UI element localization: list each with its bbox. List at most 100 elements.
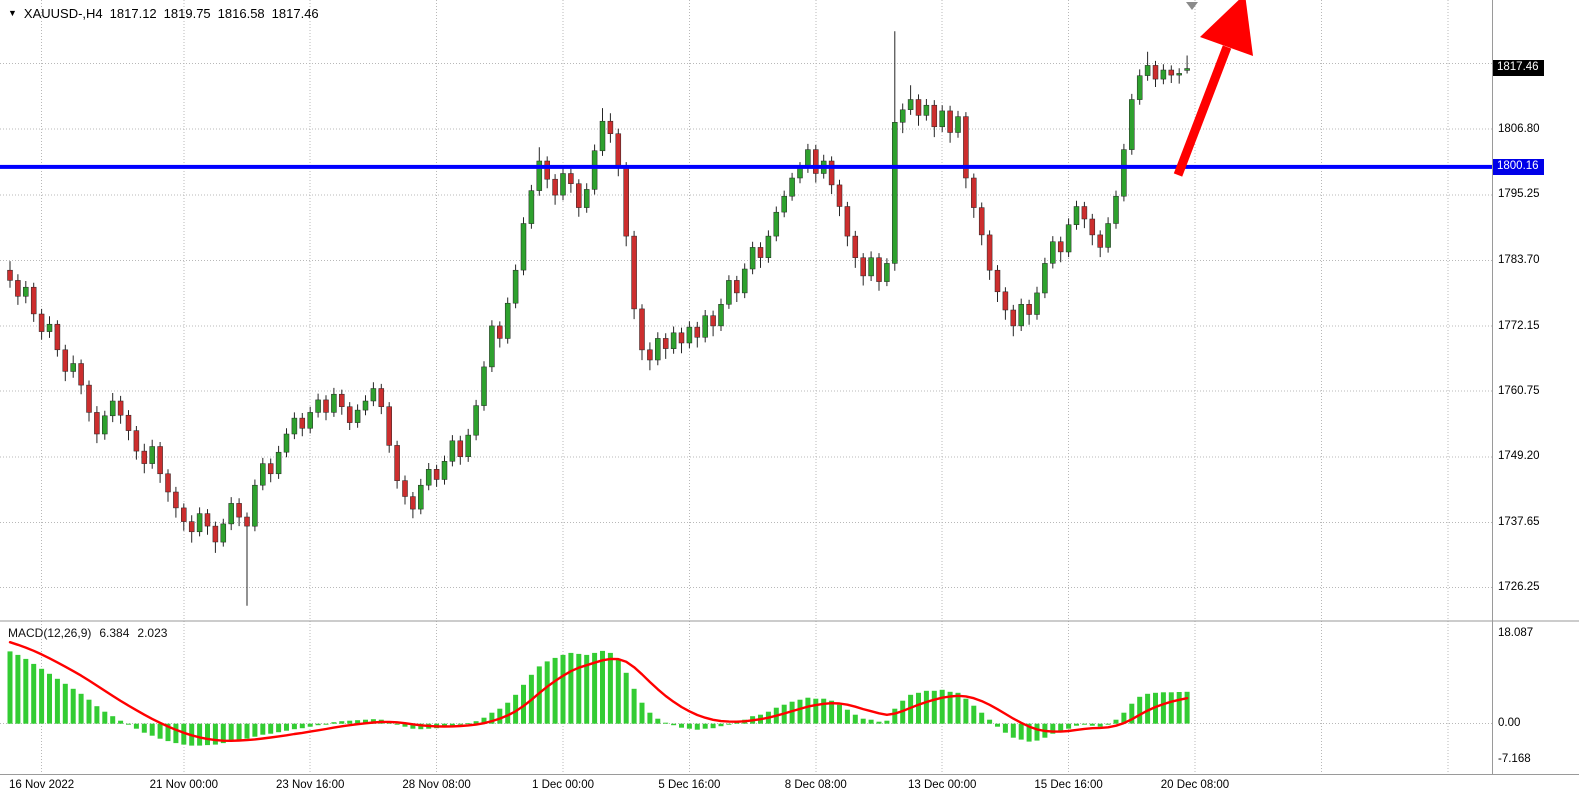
macd-histogram-bar <box>1074 723 1079 726</box>
macd-histogram-bar <box>592 652 598 724</box>
candle <box>1034 292 1040 315</box>
macd-histogram-bar <box>860 718 866 724</box>
macd-histogram-bar <box>1018 723 1024 740</box>
candle <box>647 349 653 361</box>
macd-histogram-bar <box>600 650 605 724</box>
macd-histogram-bar <box>1034 723 1040 741</box>
macd-histogram-bar <box>47 673 52 724</box>
macd-histogram-bar <box>291 723 297 730</box>
macd-histogram-bar <box>181 723 187 745</box>
candle <box>157 446 163 475</box>
grid-lines <box>0 0 1492 775</box>
macd-signal-line <box>8 641 1189 742</box>
candle <box>662 338 669 349</box>
macd-histogram-bar <box>576 653 582 724</box>
candle <box>473 405 479 436</box>
candle <box>46 323 53 332</box>
candle <box>813 149 819 174</box>
time-axis-label: 28 Nov 08:00 <box>402 779 471 791</box>
price-axis-label: 1783.70 <box>1498 254 1540 266</box>
macd-histogram-bar <box>244 723 250 739</box>
macd-histogram-bar <box>876 721 882 724</box>
close-value: 1817.46 <box>271 6 319 21</box>
time-axis-label: 5 Dec 16:00 <box>658 779 721 791</box>
candle <box>15 280 21 297</box>
macd-axis-top-label: 18.087 <box>1498 627 1534 640</box>
macd-histogram-bar <box>710 723 716 729</box>
macd-histogram-bar <box>552 657 558 724</box>
candle <box>1081 206 1088 220</box>
candle <box>552 178 558 196</box>
candle <box>173 491 179 509</box>
macd-histogram-bar <box>276 723 282 733</box>
trend-arrow-annotation[interactable] <box>1173 0 1253 177</box>
candle <box>884 263 890 282</box>
candle <box>125 414 132 431</box>
candle <box>599 120 606 152</box>
time-axis[interactable]: 16 Nov 2022 21 Nov 00:00 23 Nov 16:00 28 No… <box>0 775 1492 803</box>
candle <box>7 269 13 281</box>
horizontal-level-line[interactable] <box>0 164 1492 169</box>
candle <box>520 223 527 271</box>
candle <box>54 323 61 351</box>
candle <box>836 184 843 207</box>
candle <box>370 388 377 402</box>
candle <box>346 406 353 423</box>
macd-histogram-bar <box>220 723 226 744</box>
candle <box>86 384 92 413</box>
candle <box>1065 224 1072 253</box>
macd-indicator-header: MACD(12,26,9) 6.384 2.023 <box>8 626 167 640</box>
macd-histogram-bar <box>157 723 163 739</box>
current-price-badge: 1817.46 <box>1493 60 1544 77</box>
candle <box>955 116 961 133</box>
candle <box>899 109 906 123</box>
macd-histogram-bar <box>1176 692 1182 724</box>
macd-histogram-bar <box>1002 723 1008 733</box>
candle <box>678 332 685 344</box>
price-axis[interactable]: 1806.80 1795.25 1783.70 1772.15 1760.75 1749.… <box>1493 0 1579 775</box>
macd-histogram-bar <box>797 699 803 724</box>
candle <box>204 513 211 527</box>
candle <box>781 195 787 213</box>
candle <box>1129 99 1135 150</box>
candle <box>631 235 637 310</box>
macd-axis-bottom-label: -7.168 <box>1498 752 1531 765</box>
macd-histogram-bar <box>955 692 961 724</box>
candle <box>844 206 851 237</box>
macd-histogram-bar <box>813 698 819 724</box>
candle <box>188 521 195 533</box>
candle <box>655 338 661 361</box>
candle <box>1144 65 1151 76</box>
candle <box>141 450 148 464</box>
macd-histogram-bar <box>963 698 969 724</box>
candle <box>323 399 329 413</box>
macd-histogram-bar <box>536 666 542 724</box>
candle <box>852 235 859 258</box>
candle <box>1160 69 1167 80</box>
macd-histogram-bar <box>489 712 495 724</box>
candle <box>212 525 219 543</box>
macd-histogram-bar <box>70 688 76 724</box>
macd-histogram-bar <box>947 691 953 724</box>
macd-histogram-bar <box>78 693 84 724</box>
time-axis-label: 16 Nov 2022 <box>8 779 75 791</box>
macd-histogram-bar <box>979 712 985 724</box>
macd-histogram-bar <box>884 720 890 724</box>
macd-histogram-bar <box>671 723 677 726</box>
candle <box>30 286 37 315</box>
macd-histogram-bar <box>173 723 179 744</box>
macd-histogram-bar <box>694 723 700 730</box>
macd-histogram-bar <box>497 708 503 724</box>
candle <box>828 160 835 186</box>
macd-histogram-bar <box>995 723 1000 727</box>
macd-histogram-bar <box>734 722 740 724</box>
macd-histogram-bar <box>86 699 92 724</box>
candle <box>362 400 369 411</box>
macd-histogram-bar <box>837 704 842 724</box>
macd-axis-zero-label: 0.00 <box>1498 717 1521 730</box>
candle <box>94 412 100 435</box>
candle <box>228 503 234 525</box>
macd-histogram-bar <box>505 702 511 724</box>
